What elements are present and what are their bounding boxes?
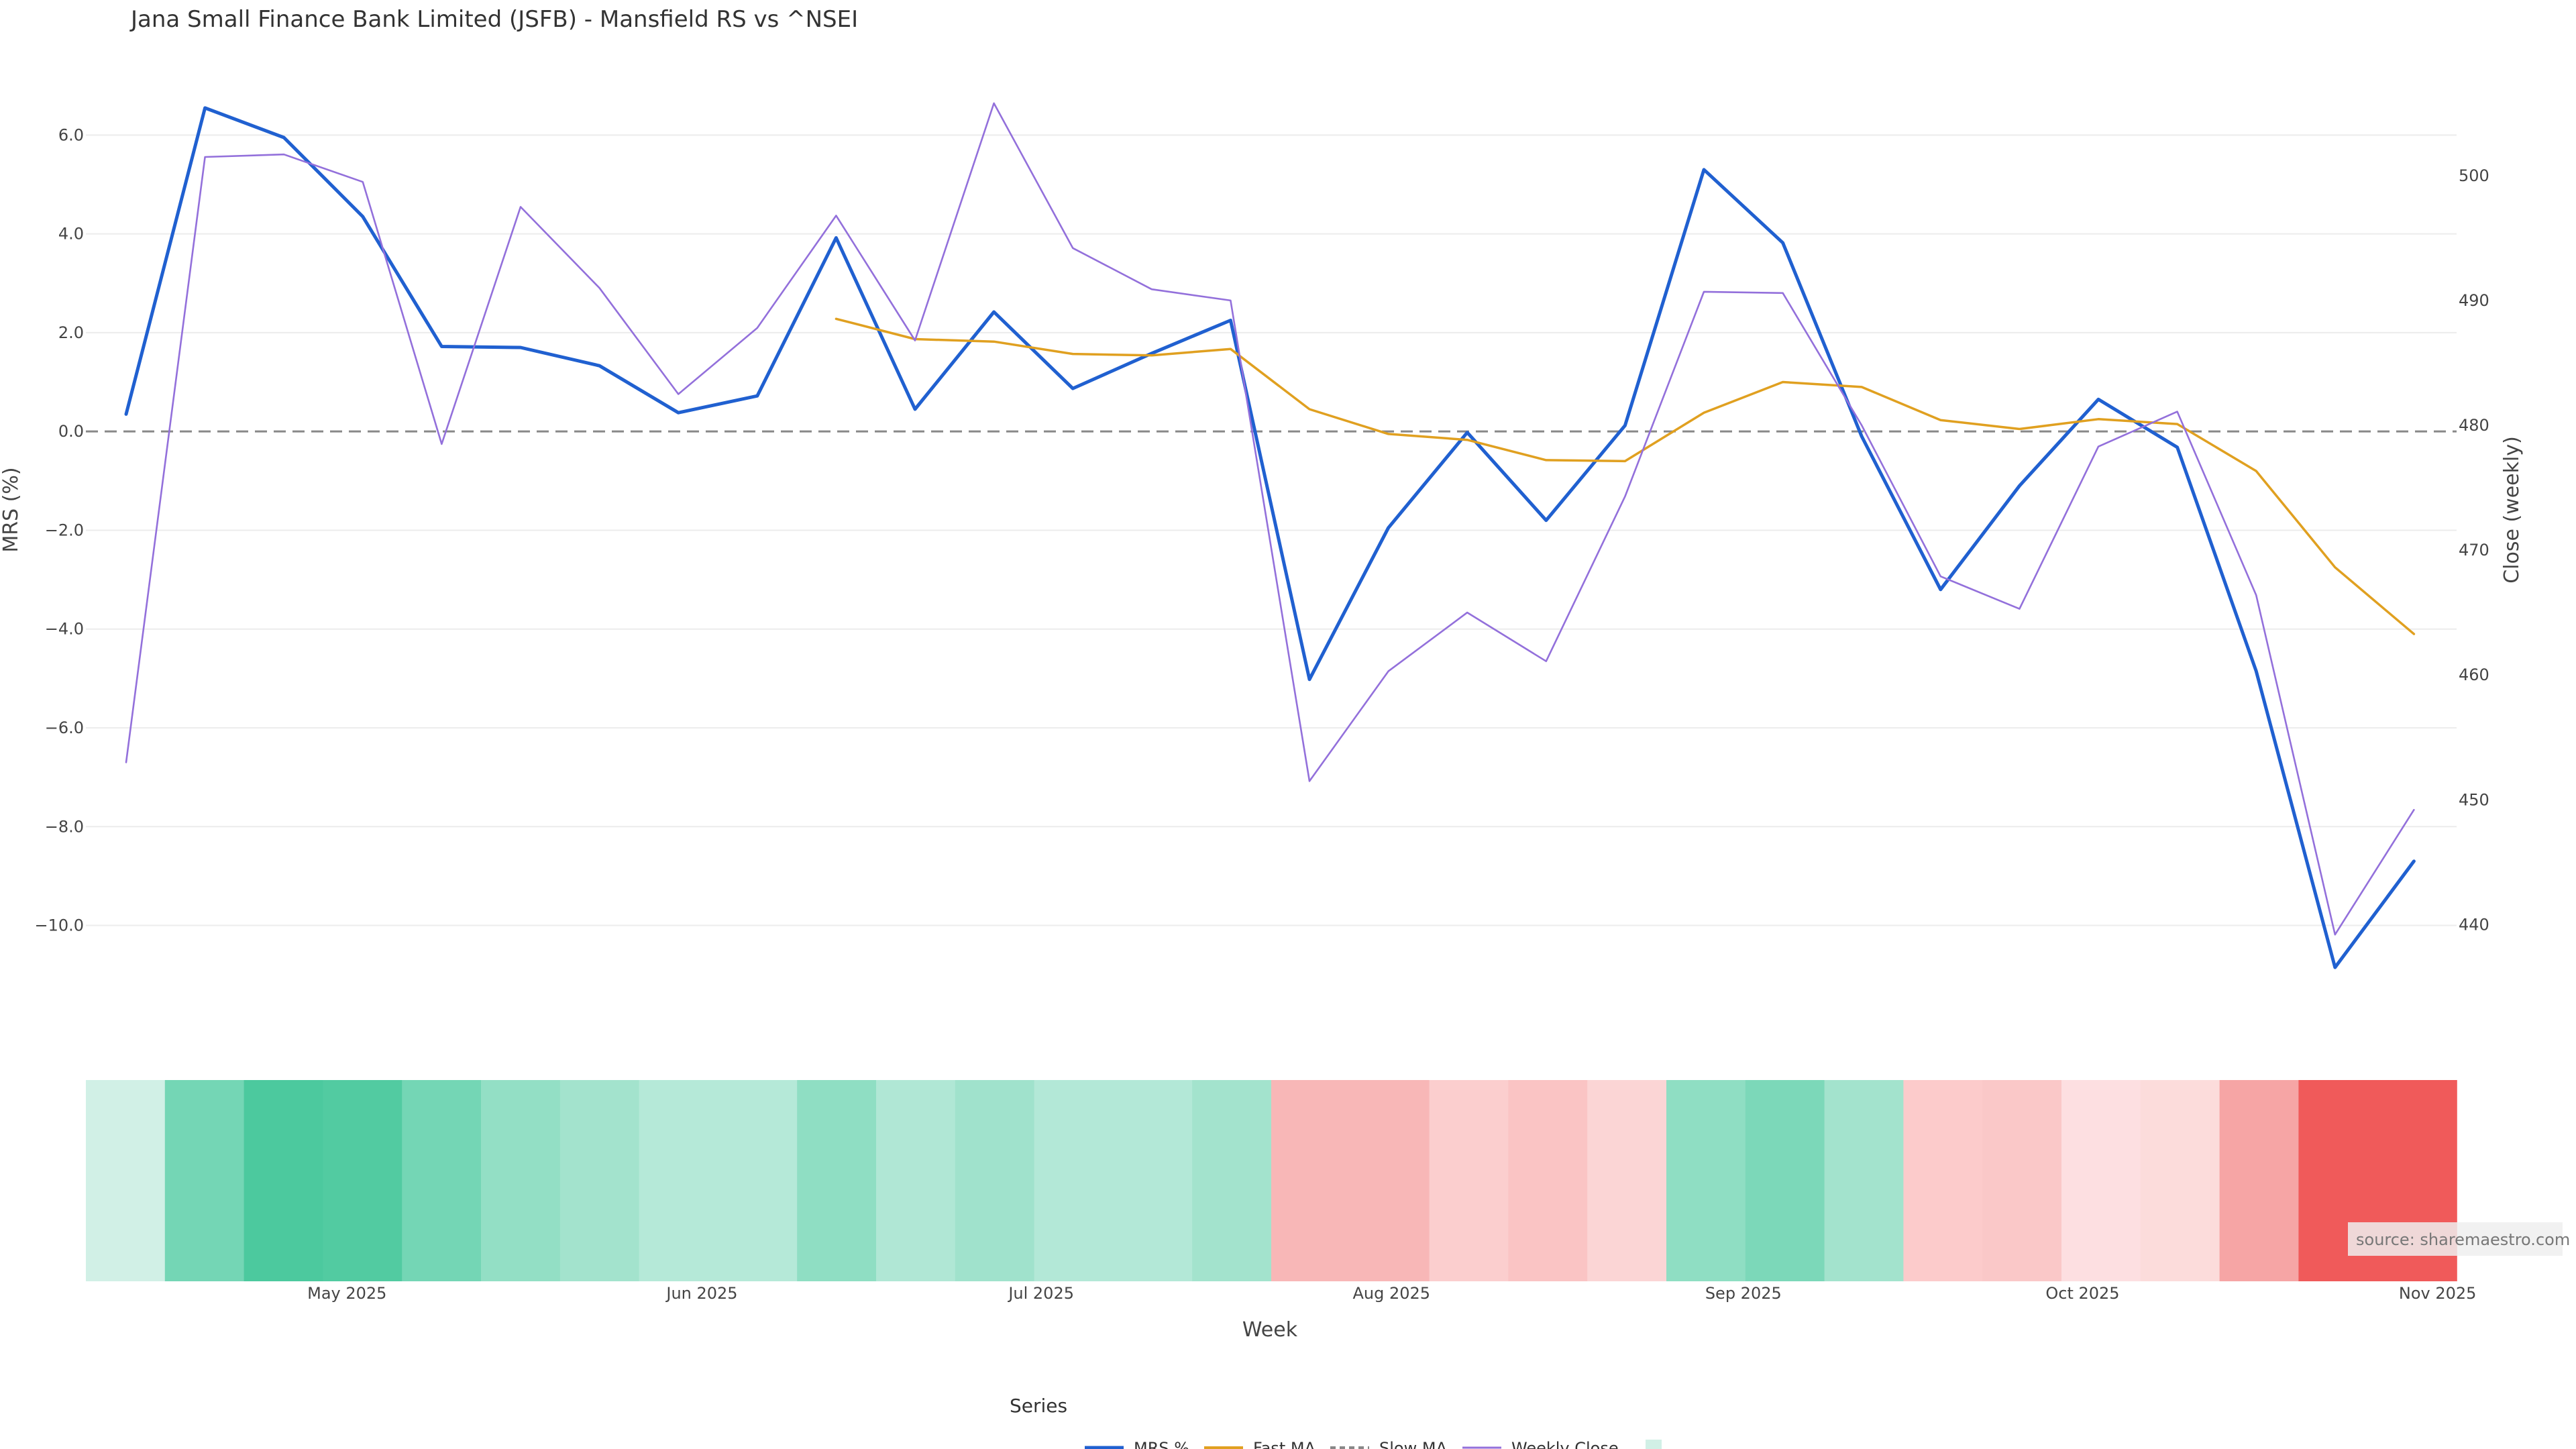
legend-title: Series <box>1010 1395 1067 1417</box>
y-axis-left-title: MRS (%) <box>0 467 23 552</box>
legend-item-weekly-close[interactable]: Weekly Close <box>1462 1439 1619 1449</box>
source-label: source: sharemaestro.com <box>2356 1230 2570 1249</box>
heat-cell <box>1982 1080 2062 1281</box>
y-tick-label-right: 470 <box>2459 541 2489 559</box>
y-tick-label-right: 500 <box>2459 166 2489 185</box>
y-tick-label-left: 0.0 <box>58 422 84 441</box>
series-line-fast-ma <box>835 317 2416 635</box>
legend-label-weekly-close: Weekly Close <box>1511 1439 1619 1449</box>
x-tick-label: Jul 2025 <box>1007 1284 1074 1303</box>
series-line-mrs <box>124 106 2416 969</box>
series-lines <box>124 102 2416 969</box>
x-tick-label: May 2025 <box>307 1284 386 1303</box>
y-tick-label-right: 460 <box>2459 665 2489 684</box>
x-tick-label: Oct 2025 <box>2045 1284 2119 1303</box>
gridlines <box>86 134 2457 926</box>
y-axis-right-title: Close (weekly) <box>2500 436 2524 584</box>
y-tick-label-right: 450 <box>2459 790 2489 809</box>
heat-cell <box>481 1080 561 1281</box>
heat-cell <box>1350 1080 1430 1281</box>
series-line-weekly-close <box>125 102 2415 936</box>
mrs-heat-strip <box>86 1080 2457 1281</box>
heat-cell <box>1508 1080 1588 1281</box>
heat-cell <box>2140 1080 2220 1281</box>
y-tick-label-right: 440 <box>2459 915 2489 934</box>
heat-cell <box>1113 1080 1193 1281</box>
heat-cell <box>876 1080 956 1281</box>
legend-item-heat-strip-swatch[interactable] <box>1646 1440 1662 1449</box>
chart-title: Jana Small Finance Bank Limited (JSFB) -… <box>129 6 858 33</box>
heat-cell <box>1903 1080 1983 1281</box>
heat-cell <box>639 1080 719 1281</box>
y-tick-label-left: −8.0 <box>45 817 84 836</box>
x-tick-label: Aug 2025 <box>1353 1284 1431 1303</box>
heat-cell <box>1824 1080 1904 1281</box>
legend-label-mrs: MRS % <box>1134 1439 1189 1449</box>
x-axis: May 2025 Jun 2025 Jul 2025 Aug 2025 Sep 2025… <box>307 1284 2476 1303</box>
heat-cell <box>1745 1080 1825 1281</box>
heat-cell <box>86 1080 166 1281</box>
y-tick-label-left: −2.0 <box>45 521 84 539</box>
heat-cell <box>1666 1080 1746 1281</box>
heat-cell <box>402 1080 482 1281</box>
heat-cell <box>1429 1080 1509 1281</box>
heat-cell <box>1192 1080 1272 1281</box>
y-tick-label-right: 490 <box>2459 291 2489 310</box>
source-watermark: source: sharemaestro.com <box>2348 1222 2570 1256</box>
x-axis-title: Week <box>1242 1318 1298 1342</box>
heat-cell <box>797 1080 877 1281</box>
y-tick-label-left: 6.0 <box>58 125 84 144</box>
y-tick-label-left: −6.0 <box>45 718 84 737</box>
heat-cell <box>718 1080 798 1281</box>
heat-cell <box>1271 1080 1351 1281</box>
heat-cell <box>1034 1080 1114 1281</box>
heat-cell <box>2061 1080 2141 1281</box>
heat-cell <box>559 1080 640 1281</box>
heat-cell <box>955 1080 1035 1281</box>
legend-item-mrs[interactable]: MRS % <box>1085 1439 1189 1449</box>
heat-cell <box>244 1080 324 1281</box>
right-y-axis: 500 490 480 470 460 450 440 <box>2459 166 2489 934</box>
heat-cell <box>2219 1080 2300 1281</box>
x-tick-label: Sep 2025 <box>1705 1284 1782 1303</box>
y-tick-label-left: 4.0 <box>58 225 84 244</box>
legend-label-fast-ma: Fast MA <box>1253 1439 1316 1449</box>
y-tick-label-left: −10.0 <box>34 916 84 935</box>
heat-cell <box>1587 1080 1667 1281</box>
heat-cell <box>323 1080 402 1281</box>
y-tick-label-left: −4.0 <box>45 620 84 639</box>
legend: Series MRS % Fast MA Slow MA Weekly Clos… <box>1010 1395 1662 1449</box>
y-tick-label-right: 480 <box>2459 416 2489 435</box>
x-tick-label: Nov 2025 <box>2399 1284 2477 1303</box>
legend-item-fast-ma[interactable]: Fast MA <box>1204 1439 1316 1449</box>
legend-label-slow-ma: Slow MA <box>1379 1439 1448 1449</box>
x-tick-label: Jun 2025 <box>665 1284 737 1303</box>
heat-cell <box>164 1080 245 1281</box>
y-tick-label-left: 2.0 <box>58 323 84 342</box>
left-y-axis: 6.0 4.0 2.0 0.0 −2.0 −4.0 −6.0 −8.0 −10.0 <box>34 125 84 934</box>
legend-item-slow-ma[interactable]: Slow MA <box>1330 1439 1448 1449</box>
